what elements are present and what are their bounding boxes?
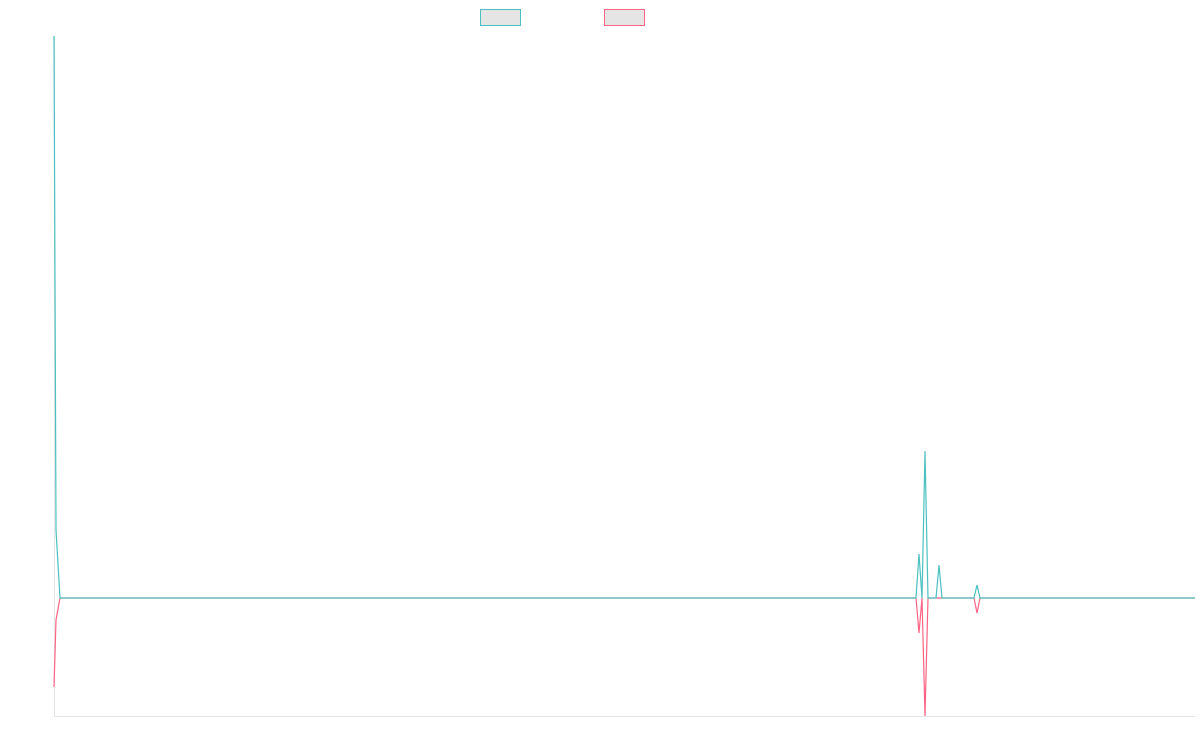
series-line-1 — [53, 597, 1195, 717]
legend-swatch-1[interactable] — [604, 9, 645, 26]
legend — [480, 9, 645, 26]
series-group — [53, 35, 1195, 717]
legend-swatch-0[interactable] — [480, 9, 521, 26]
series-line-0 — [53, 35, 1195, 599]
